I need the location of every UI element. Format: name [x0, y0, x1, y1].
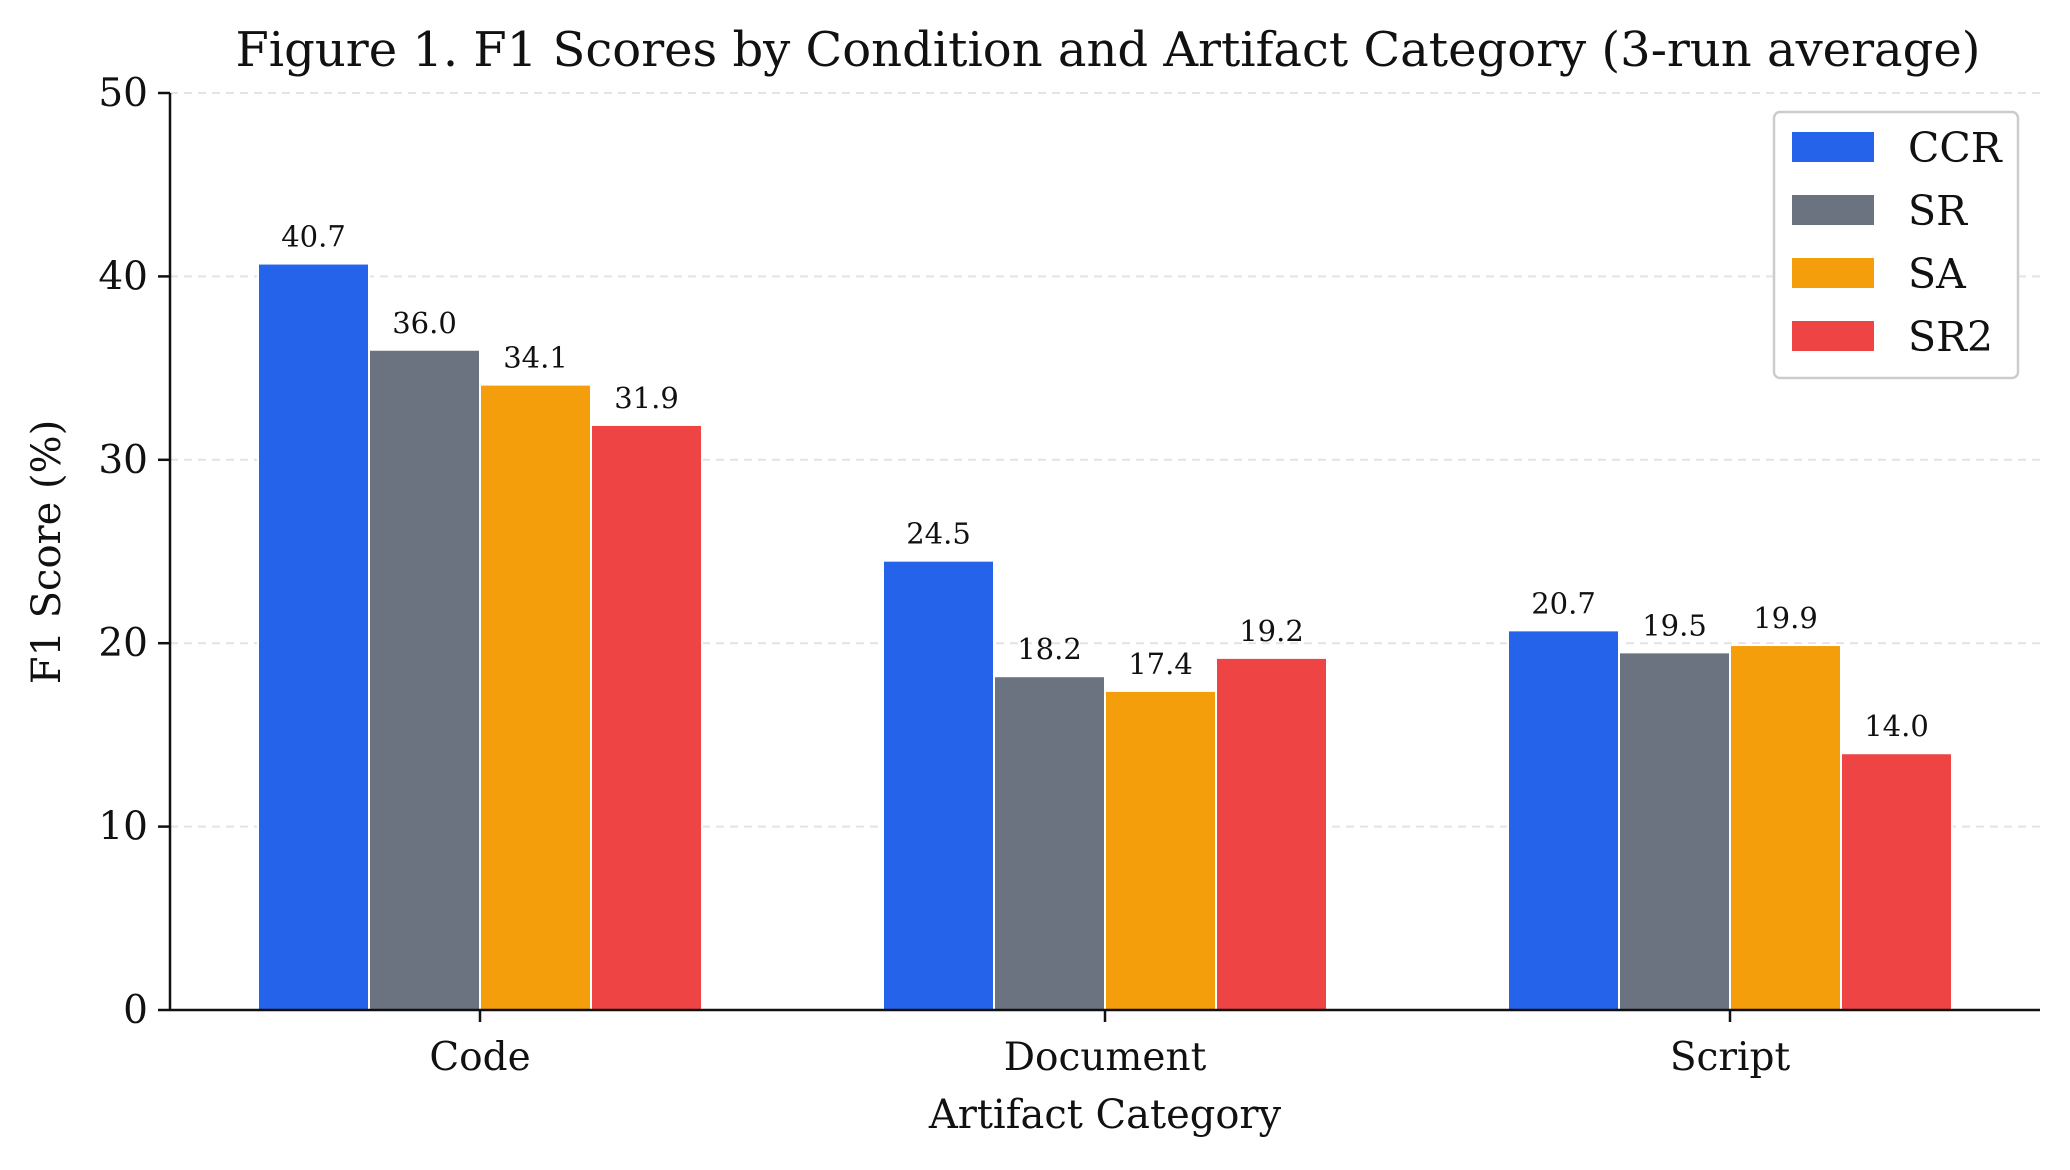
y-axis-title: F1 Score (%): [24, 420, 70, 685]
legend-label-ccr: CCR: [1908, 124, 2003, 172]
bars: [257, 262, 1953, 1012]
bar-sr2-document: [1215, 656, 1328, 1011]
data-label-sr2-document: 19.2: [1239, 614, 1304, 648]
y-tick-label-30: 30: [98, 438, 148, 483]
legend-box: [1772, 110, 2020, 380]
bar-ccr-code: [257, 262, 370, 1011]
bar-sa-document: [1104, 689, 1217, 1011]
y-tick-label-0: 0: [123, 988, 148, 1033]
data-label-sr-script: 19.5: [1642, 608, 1707, 642]
y-tick-label-40: 40: [98, 254, 148, 299]
data-label-sr2-code: 31.9: [614, 381, 679, 415]
legend-label-sa: SA: [1908, 250, 1967, 298]
data-label-sa-script: 19.9: [1753, 601, 1818, 635]
bar-sr-document: [993, 675, 1106, 1011]
bar-sa-code: [479, 383, 592, 1011]
legend-swatch-ccr: [1792, 132, 1874, 162]
y-tick-label-20: 20: [98, 621, 148, 666]
bar-sr-code: [368, 348, 481, 1011]
data-label-sr-code: 36.0: [392, 306, 457, 340]
legend-swatch-sa: [1792, 258, 1874, 288]
bar-ccr-script: [1507, 629, 1620, 1011]
data-label-ccr-document: 24.5: [906, 517, 971, 551]
data-label-sa-code: 34.1: [503, 341, 568, 375]
x-tick-label-script: Script: [1670, 1035, 1791, 1080]
x-ticks: Code Document Script: [429, 1010, 1790, 1080]
data-label-sa-document: 17.4: [1128, 647, 1193, 681]
y-ticks: 0 10 20 30 40 50: [98, 71, 170, 1033]
legend-label-sr: SR: [1908, 187, 1968, 235]
data-labels: 40.7 36.0 34.1 31.9 24.5 18.2 17.4 19.2 20.7 19.5…: [281, 220, 1929, 744]
legend-items: CCR SR SA SR2: [1792, 124, 2003, 361]
data-label-sr2-script: 14.0: [1864, 709, 1929, 743]
bar-sr2-script: [1840, 752, 1953, 1011]
bar-ccr-document: [882, 559, 995, 1011]
x-axis-title: Artifact Category: [928, 1092, 1282, 1138]
legend-swatch-sr: [1792, 195, 1874, 225]
data-label-ccr-code: 40.7: [281, 220, 346, 254]
bar-sr2-code: [590, 423, 703, 1012]
x-tick-label-code: Code: [429, 1035, 530, 1080]
chart-title: Figure 1. F1 Scores by Condition and Art…: [235, 22, 1980, 78]
data-label-sr-document: 18.2: [1017, 632, 1082, 666]
legend-label-sr2: SR2: [1908, 313, 1993, 361]
legend-swatch-sr2: [1792, 321, 1874, 351]
y-tick-label-10: 10: [98, 805, 148, 850]
legend: CCR SR SA SR2: [1772, 110, 2020, 380]
bar-sr-script: [1618, 651, 1731, 1011]
y-tick-label-50: 50: [98, 71, 148, 116]
x-tick-label-document: Document: [1004, 1035, 1207, 1080]
data-label-ccr-script: 20.7: [1531, 586, 1596, 620]
bar-sa-script: [1729, 644, 1842, 1011]
